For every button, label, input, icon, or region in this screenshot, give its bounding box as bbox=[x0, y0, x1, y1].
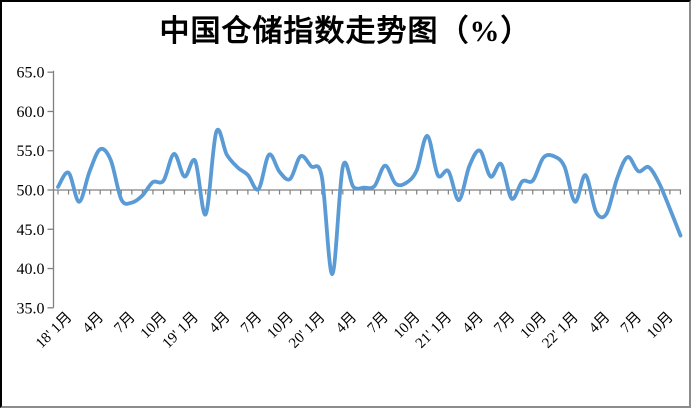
x-tick-label: 7月 bbox=[618, 309, 645, 336]
x-tick-label: 20' 1月 bbox=[286, 309, 328, 351]
y-tick-label: 50.0 bbox=[17, 183, 45, 200]
x-tick-label: 22' 1月 bbox=[539, 309, 581, 351]
x-tick-label: 7月 bbox=[111, 309, 138, 336]
x-tick-label: 4月 bbox=[586, 309, 613, 336]
y-tick-label: 65.0 bbox=[17, 65, 45, 82]
x-tick-label: 7月 bbox=[365, 309, 392, 336]
x-tick-label: 7月 bbox=[491, 309, 518, 336]
x-tick-label: 4月 bbox=[333, 309, 360, 336]
x-tick-label: 4月 bbox=[460, 309, 487, 336]
y-tick-label: 45.0 bbox=[17, 222, 45, 239]
y-tick-label: 40.0 bbox=[17, 261, 45, 278]
chart-title: 中国仓储指数走势图（%） bbox=[159, 15, 532, 48]
warehousing-index-line bbox=[56, 127, 683, 276]
y-tick-label: 35.0 bbox=[17, 300, 45, 317]
x-tick-label: 19' 1月 bbox=[160, 309, 202, 351]
x-tick-label: 7月 bbox=[238, 309, 265, 336]
x-tick-label: 10月 bbox=[644, 309, 677, 342]
y-tick-label: 55.0 bbox=[17, 143, 45, 160]
x-tick-label: 4月 bbox=[206, 309, 233, 336]
x-tick-label: 21' 1月 bbox=[413, 309, 455, 351]
y-tick-label: 60.0 bbox=[17, 104, 45, 121]
x-tick-label: 4月 bbox=[80, 309, 107, 336]
